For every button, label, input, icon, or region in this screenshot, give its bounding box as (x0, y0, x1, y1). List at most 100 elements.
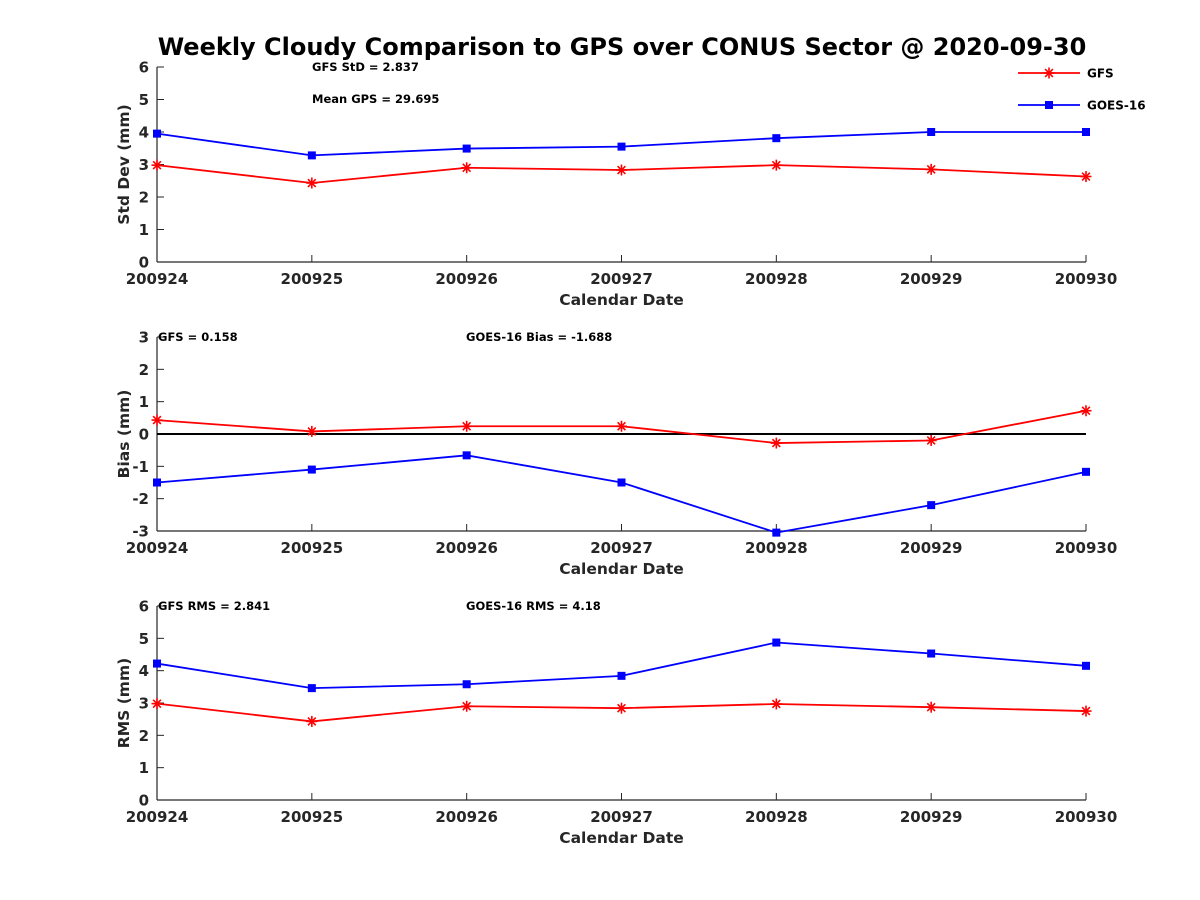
data-point (1082, 661, 1090, 670)
y-tick-label: 1 (139, 221, 149, 239)
x-tick-label: 200927 (590, 808, 653, 826)
y-axis-label: RMS (mm) (115, 658, 133, 748)
data-point (925, 163, 937, 175)
data-point (772, 134, 781, 143)
data-point (925, 701, 937, 713)
data-point (153, 129, 161, 138)
y-tick-label: 5 (139, 91, 149, 109)
subplot-stddev: 200924 200925 200926 200927 200928 200929 2009… (115, 59, 1117, 310)
x-tick-label: 200926 (435, 539, 498, 557)
x-tick-label: 200929 (900, 270, 963, 288)
y-tick-label: 3 (139, 329, 149, 347)
annotation: GOES-16 Bias = -1.688 (466, 330, 612, 344)
chart-title: Weekly Cloudy Comparison to GPS over CON… (158, 33, 1087, 61)
data-point (927, 128, 936, 136)
y-tick-label: 2 (139, 189, 149, 207)
data-point (306, 425, 318, 437)
data-point (616, 702, 627, 714)
legend-marker (1043, 67, 1055, 79)
data-point (1080, 171, 1092, 183)
y-tick-label: 4 (139, 124, 149, 142)
data-point (462, 680, 471, 689)
data-point (461, 162, 473, 174)
y-tick-label: 2 (139, 727, 149, 745)
y-tick-label: -1 (132, 458, 149, 476)
x-tick-label: 200929 (900, 539, 963, 557)
data-point (617, 142, 626, 151)
series-gfs (151, 405, 1092, 449)
annotation: Mean GPS = 29.695 (312, 92, 439, 106)
data-point (770, 698, 782, 710)
x-tick-label: 200928 (745, 270, 808, 288)
data-point (307, 684, 316, 693)
x-tick-label: 200924 (126, 270, 189, 288)
x-axis-label: Calendar Date (559, 829, 684, 847)
series-gfs (151, 159, 1092, 189)
y-tick-label: 0 (139, 792, 149, 810)
legend: GFS GOES-16 (1018, 67, 1146, 113)
data-point (925, 434, 937, 446)
x-tick-label: 200925 (281, 270, 344, 288)
y-tick-label: 6 (139, 59, 149, 77)
y-tick-label: 6 (139, 598, 149, 616)
subplot-rms: 200924 200925 200926 200927 200928 200929 2009… (115, 598, 1117, 848)
data-point (927, 649, 936, 658)
y-tick-label: -2 (132, 490, 149, 508)
y-tick-label: 4 (139, 662, 149, 680)
data-point (770, 437, 782, 449)
x-tick-label: 200924 (126, 808, 189, 826)
data-point (153, 659, 161, 668)
data-point (772, 528, 781, 537)
data-point (306, 177, 318, 189)
x-tick-label: 200930 (1055, 808, 1118, 826)
data-point (616, 420, 627, 432)
y-axis-label: Std Dev (mm) (115, 104, 133, 224)
annotation: GOES-16 RMS = 4.18 (466, 599, 601, 613)
y-tick-label: 3 (139, 695, 149, 713)
subplot-bias: 200924 200925 200926 200927 200928 200929 2009… (115, 329, 1117, 579)
legend-marker (1045, 101, 1053, 109)
legend-entry: GOES-16 (1018, 99, 1146, 113)
data-point (617, 478, 626, 487)
data-point (307, 151, 316, 160)
legend-entry: GFS (1018, 67, 1114, 81)
data-point (462, 144, 471, 153)
x-tick-label: 200927 (590, 270, 653, 288)
data-point (151, 698, 163, 710)
data-point (616, 164, 627, 176)
data-point (927, 501, 936, 510)
x-tick-label: 200925 (281, 808, 344, 826)
y-tick-label: 0 (139, 426, 149, 444)
x-tick-label: 200927 (590, 539, 653, 557)
subplots: 200924 200925 200926 200927 200928 200929 2009… (115, 59, 1117, 848)
data-point (1082, 467, 1090, 476)
data-point (462, 451, 471, 460)
data-point (1080, 705, 1092, 717)
x-tick-label: 200925 (281, 539, 344, 557)
annotation: GFS RMS = 2.841 (158, 599, 270, 613)
y-tick-label: 3 (139, 156, 149, 174)
x-tick-label: 200930 (1055, 270, 1118, 288)
legend-label: GOES-16 (1087, 99, 1146, 113)
legend-label: GFS (1087, 67, 1114, 81)
x-axis-label: Calendar Date (559, 291, 684, 309)
data-point (306, 715, 318, 727)
y-tick-label: 2 (139, 361, 149, 379)
annotation: GFS = 0.158 (158, 330, 238, 344)
series-goes-16 (153, 451, 1090, 537)
data-point (153, 478, 161, 487)
y-axis-label: Bias (mm) (115, 390, 133, 479)
data-point (1080, 405, 1092, 417)
series-goes-16 (153, 128, 1090, 160)
x-tick-label: 200928 (745, 808, 808, 826)
x-tick-label: 200926 (435, 808, 498, 826)
x-tick-label: 200930 (1055, 539, 1118, 557)
data-point (772, 638, 781, 647)
y-tick-label: 5 (139, 630, 149, 648)
data-point (151, 159, 163, 171)
x-tick-label: 200924 (126, 539, 189, 557)
x-tick-label: 200928 (745, 539, 808, 557)
data-point (461, 420, 473, 432)
